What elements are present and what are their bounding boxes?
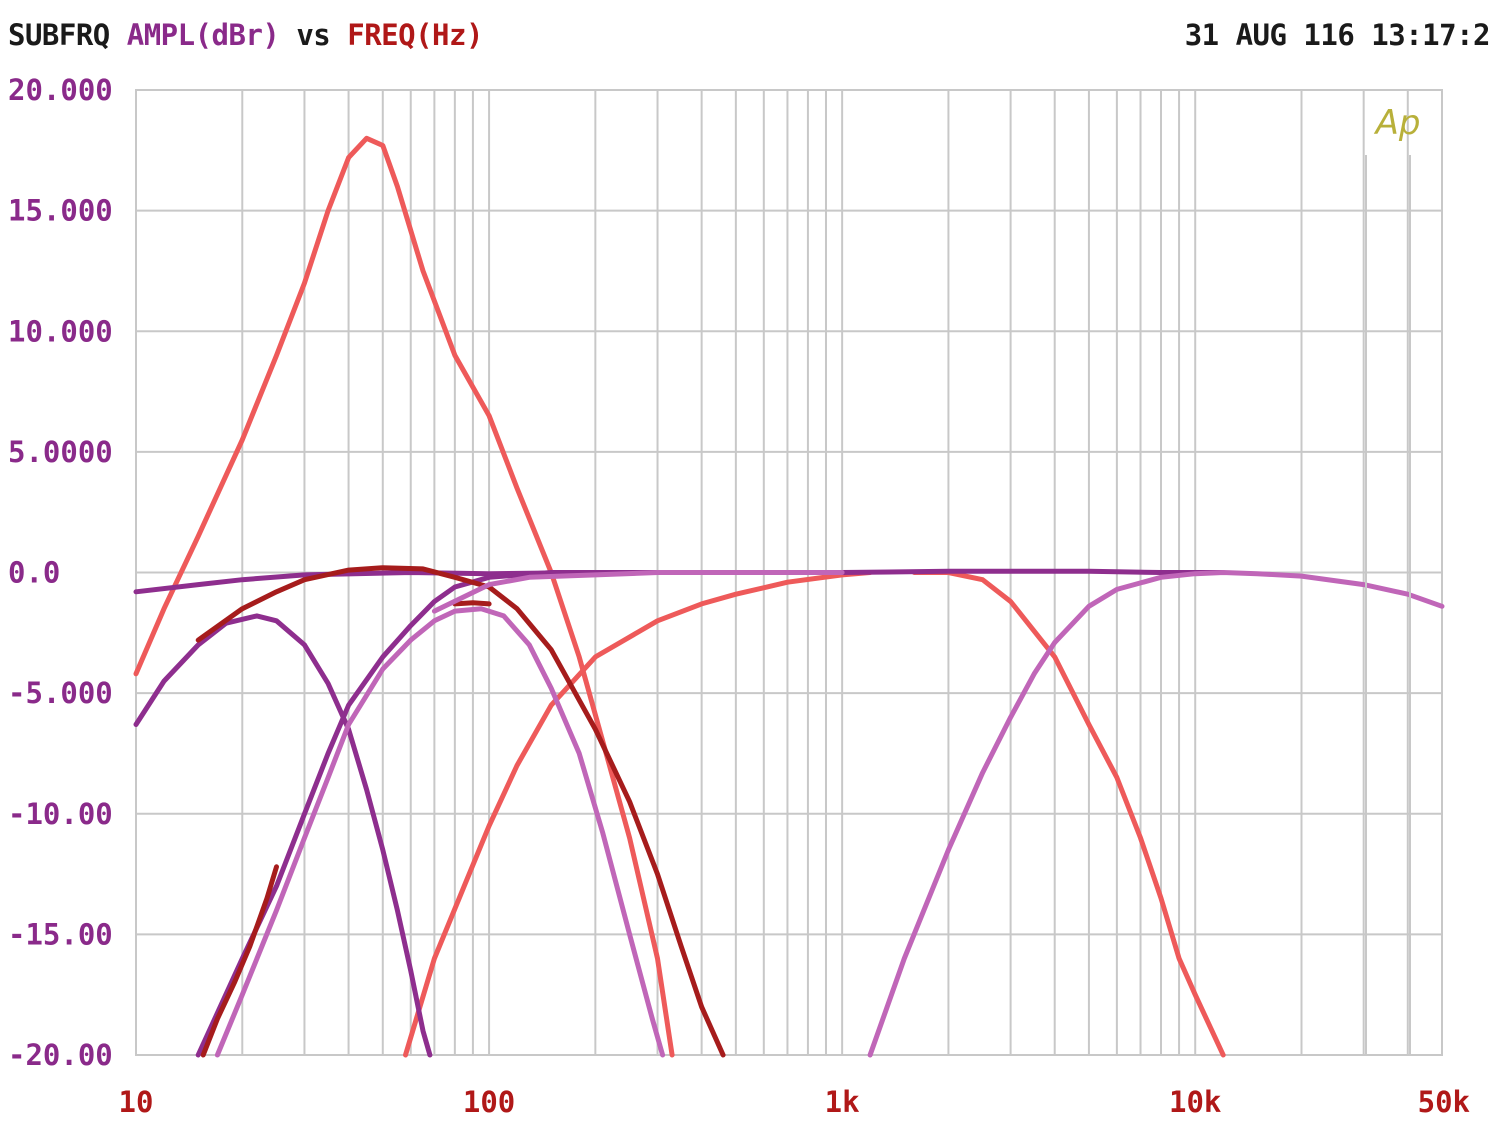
- series-line-8: [200, 864, 279, 1058]
- y-tick-label: -20.00: [8, 1038, 113, 1072]
- vs-word: vs: [296, 18, 331, 52]
- series-group: [133, 135, 1445, 1058]
- chart-header-left: SUBFRQ AMPL(dBr) vs FREQ(Hz): [8, 18, 483, 52]
- y-tick-label: -5.000: [8, 676, 113, 710]
- y-quantity-label: AMPL(dBr): [126, 18, 280, 52]
- y-tick-label: -10.00: [8, 797, 113, 831]
- x-quantity-label: FREQ(Hz): [347, 18, 483, 52]
- x-tick-label: 10: [119, 1085, 154, 1119]
- series-line-2: [403, 570, 873, 1058]
- series-line-9: [452, 600, 492, 607]
- trace-name: SUBFRQ: [8, 18, 110, 52]
- x-axis-ticks: 10 100 1k 10k 50k: [119, 1085, 1470, 1119]
- x-tick-label: 50k: [1418, 1085, 1470, 1119]
- x-tick-label: 100: [463, 1085, 515, 1119]
- y-axis-ticks: 20.000 15.000 10.000 5.0000 0.0 -5.000 -10.00 -…: [8, 73, 113, 1072]
- series-line-12: [867, 570, 1445, 1058]
- series-line-6: [195, 570, 598, 1058]
- y-tick-label: 15.000: [8, 194, 113, 228]
- plot-frame: [135, 89, 1443, 1056]
- y-tick-label: 10.000: [8, 314, 113, 348]
- series-line-11: [431, 570, 845, 614]
- y-tick-label: 0.0: [8, 556, 60, 590]
- y-tick-label: 5.0000: [8, 435, 113, 469]
- ap-logo: Ap: [1374, 103, 1421, 143]
- series-line-10: [214, 606, 666, 1058]
- series-line-1: [133, 135, 675, 1058]
- y-tick-label: -15.00: [8, 917, 113, 951]
- series-line-3: [911, 570, 1226, 1058]
- y-tick-label: 20.000: [8, 73, 113, 107]
- x-tick-label: 10k: [1169, 1085, 1221, 1119]
- timestamp: 31 AUG 116 13:17:2: [1184, 18, 1491, 52]
- series-line-5: [133, 613, 433, 1058]
- x-tick-label: 1k: [825, 1085, 860, 1119]
